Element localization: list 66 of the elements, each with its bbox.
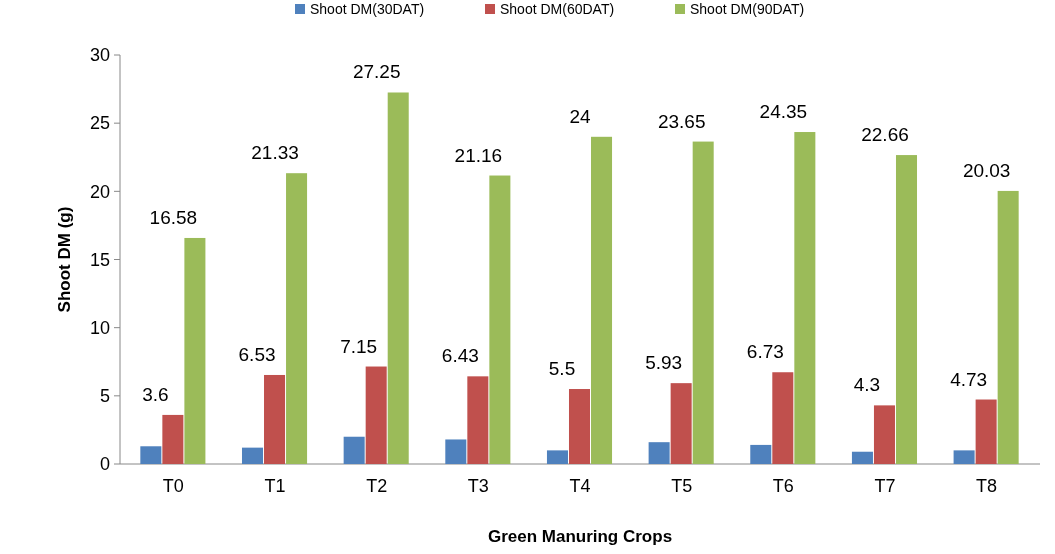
- data-label: 20.03: [962, 159, 1011, 181]
- bar: [162, 414, 184, 464]
- bar: [140, 446, 162, 464]
- x-tick-label: T8: [976, 476, 998, 496]
- data-label: 5.5: [548, 358, 576, 380]
- bar: [953, 450, 975, 464]
- bar: [343, 436, 365, 464]
- bar: [794, 132, 816, 464]
- bar: [546, 450, 568, 464]
- y-tick-label: 5: [99, 386, 110, 407]
- bar: [750, 444, 772, 464]
- y-axis-title: Shoot DM (g): [55, 206, 74, 313]
- bar: [648, 442, 670, 464]
- y-tick-label: 30: [89, 45, 110, 66]
- data-label: 3.6: [142, 383, 169, 405]
- data-label: 6.73: [746, 341, 784, 363]
- data-label: 6.53: [238, 343, 276, 365]
- x-tick-label: T2: [366, 476, 388, 496]
- data-label: 16.58: [149, 206, 198, 228]
- data-label: 5.93: [645, 352, 683, 374]
- x-tick-label: T5: [671, 476, 693, 496]
- bar: [851, 451, 873, 464]
- y-tick-label: 0: [99, 454, 110, 475]
- bar: [445, 439, 467, 464]
- y-tick-label: 25: [89, 113, 110, 134]
- legend-label: Shoot DM(60DAT): [500, 1, 615, 17]
- bar: [975, 399, 997, 464]
- x-axis-title: Green Manuring Crops: [487, 527, 673, 546]
- data-label: 22.66: [861, 124, 909, 146]
- x-tick-label: T1: [264, 476, 286, 496]
- x-tick-label: T0: [162, 476, 184, 496]
- bar: [467, 376, 489, 464]
- data-label: 4.73: [950, 368, 988, 390]
- data-label: 6.43: [441, 345, 479, 367]
- bar: [387, 92, 409, 464]
- data-label: 4.3: [853, 374, 881, 396]
- x-tick-label: T3: [467, 476, 489, 496]
- x-tick-label: T6: [772, 476, 794, 496]
- y-tick-label: 20: [89, 181, 110, 202]
- bar: [365, 366, 387, 464]
- bar: [591, 136, 613, 464]
- bar: [895, 155, 918, 464]
- data-label: 27.25: [352, 61, 401, 83]
- bar: [286, 173, 308, 464]
- bar: [184, 237, 206, 464]
- bar: [772, 372, 794, 464]
- data-label: 21.33: [251, 142, 299, 164]
- x-tick-label: T4: [569, 476, 591, 496]
- bar: [670, 383, 692, 464]
- bar: [692, 141, 714, 464]
- data-label: 7.15: [340, 335, 378, 357]
- data-label: 23.65: [657, 110, 706, 132]
- bar: [241, 447, 264, 464]
- bar: [489, 175, 511, 464]
- bar: [997, 190, 1019, 464]
- bar: [873, 405, 895, 464]
- y-tick-label: 15: [89, 249, 110, 270]
- legend-label: Shoot DM(90DAT): [690, 1, 805, 17]
- x-tick-label: T7: [874, 476, 896, 496]
- bar: [568, 389, 591, 464]
- y-tick-label: 10: [89, 317, 110, 338]
- legend-label: Shoot DM(30DAT): [310, 1, 425, 17]
- data-label: 21.16: [454, 144, 503, 166]
- data-label: 24: [569, 105, 592, 127]
- bar: [264, 374, 286, 464]
- data-label: 24.35: [759, 101, 808, 123]
